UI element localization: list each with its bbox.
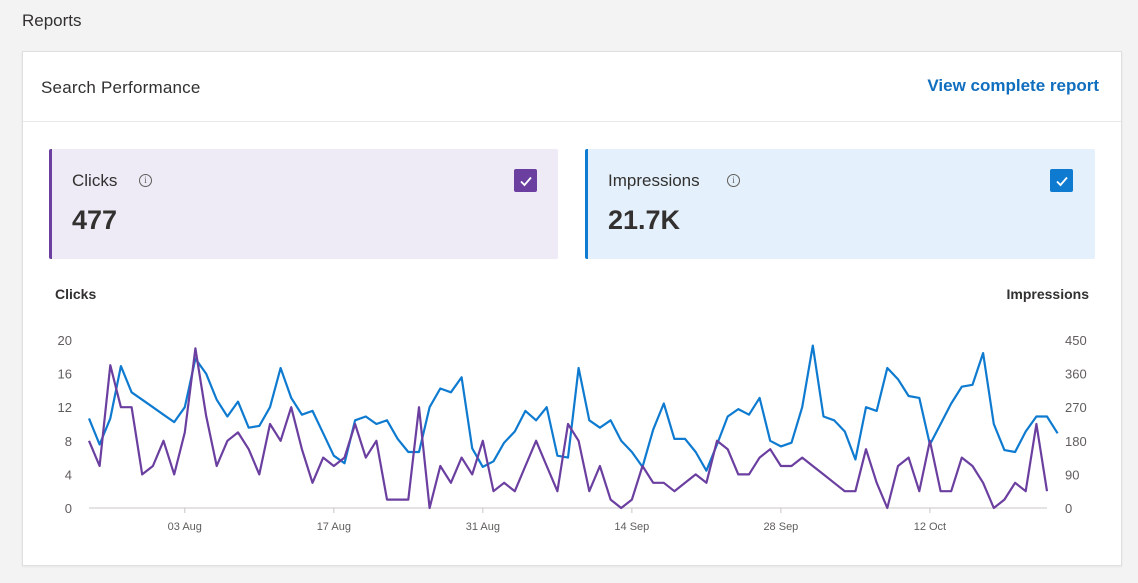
impressions-checkbox[interactable] <box>1050 169 1073 192</box>
x-tick-label: 17 Aug <box>317 521 351 533</box>
y-left-tick-label: 20 <box>58 333 72 348</box>
page-title: Reports <box>22 11 82 30</box>
y-left-tick-label: 0 <box>65 501 72 516</box>
clicks-metric-tile[interactable]: Clicks i 477 <box>49 149 558 259</box>
y-right-tick-label: 180 <box>1065 434 1087 449</box>
clicks-label: Clicks <box>72 171 118 190</box>
line-chart: Clicks Impressions 0 4 8 12 16 20 0 90 180 270 360 45… <box>55 286 1090 533</box>
impressions-value: 21.7K <box>608 205 681 235</box>
y-left-tick-label: 4 <box>65 467 72 482</box>
card-header: Search Performance View complete report <box>23 52 1121 122</box>
x-tick-label: 12 Oct <box>914 521 946 533</box>
y-left-tick-label: 16 <box>58 367 72 382</box>
impressions-metric-tile[interactable]: Impressions i 21.7K <box>585 149 1095 259</box>
impressions-label: Impressions <box>608 171 700 190</box>
info-icon[interactable]: i <box>727 174 740 187</box>
checkmark-icon <box>519 176 532 186</box>
y-right-tick-label: 0 <box>1065 501 1072 516</box>
x-tick-label: 28 Sep <box>763 521 798 533</box>
performance-chart: Clicks Impressions 0 4 8 12 16 20 0 90 180 270 360 45… <box>23 282 1123 562</box>
impressions-series-line <box>87 344 1059 472</box>
search-performance-card: Search Performance View complete report … <box>22 51 1122 566</box>
y-right-axis-title: Impressions <box>1007 286 1090 302</box>
x-tick-label: 31 Aug <box>466 521 500 533</box>
card-title: Search Performance <box>41 78 201 97</box>
view-complete-report-link[interactable]: View complete report <box>927 76 1099 95</box>
x-tick-label: 14 Sep <box>614 521 649 533</box>
clicks-series-line <box>87 347 1049 510</box>
y-left-tick-label: 12 <box>58 400 72 415</box>
info-icon[interactable]: i <box>139 174 152 187</box>
clicks-value: 477 <box>72 205 118 235</box>
x-tick-label: 03 Aug <box>168 521 202 533</box>
y-right-tick-label: 270 <box>1065 400 1087 415</box>
y-right-tick-label: 90 <box>1065 467 1079 482</box>
clicks-checkbox[interactable] <box>514 169 537 192</box>
y-left-axis-title: Clicks <box>55 286 96 302</box>
checkmark-icon <box>1055 176 1068 186</box>
y-right-tick-label: 450 <box>1065 333 1087 348</box>
y-left-tick-label: 8 <box>65 434 72 449</box>
y-right-tick-label: 360 <box>1065 367 1087 382</box>
